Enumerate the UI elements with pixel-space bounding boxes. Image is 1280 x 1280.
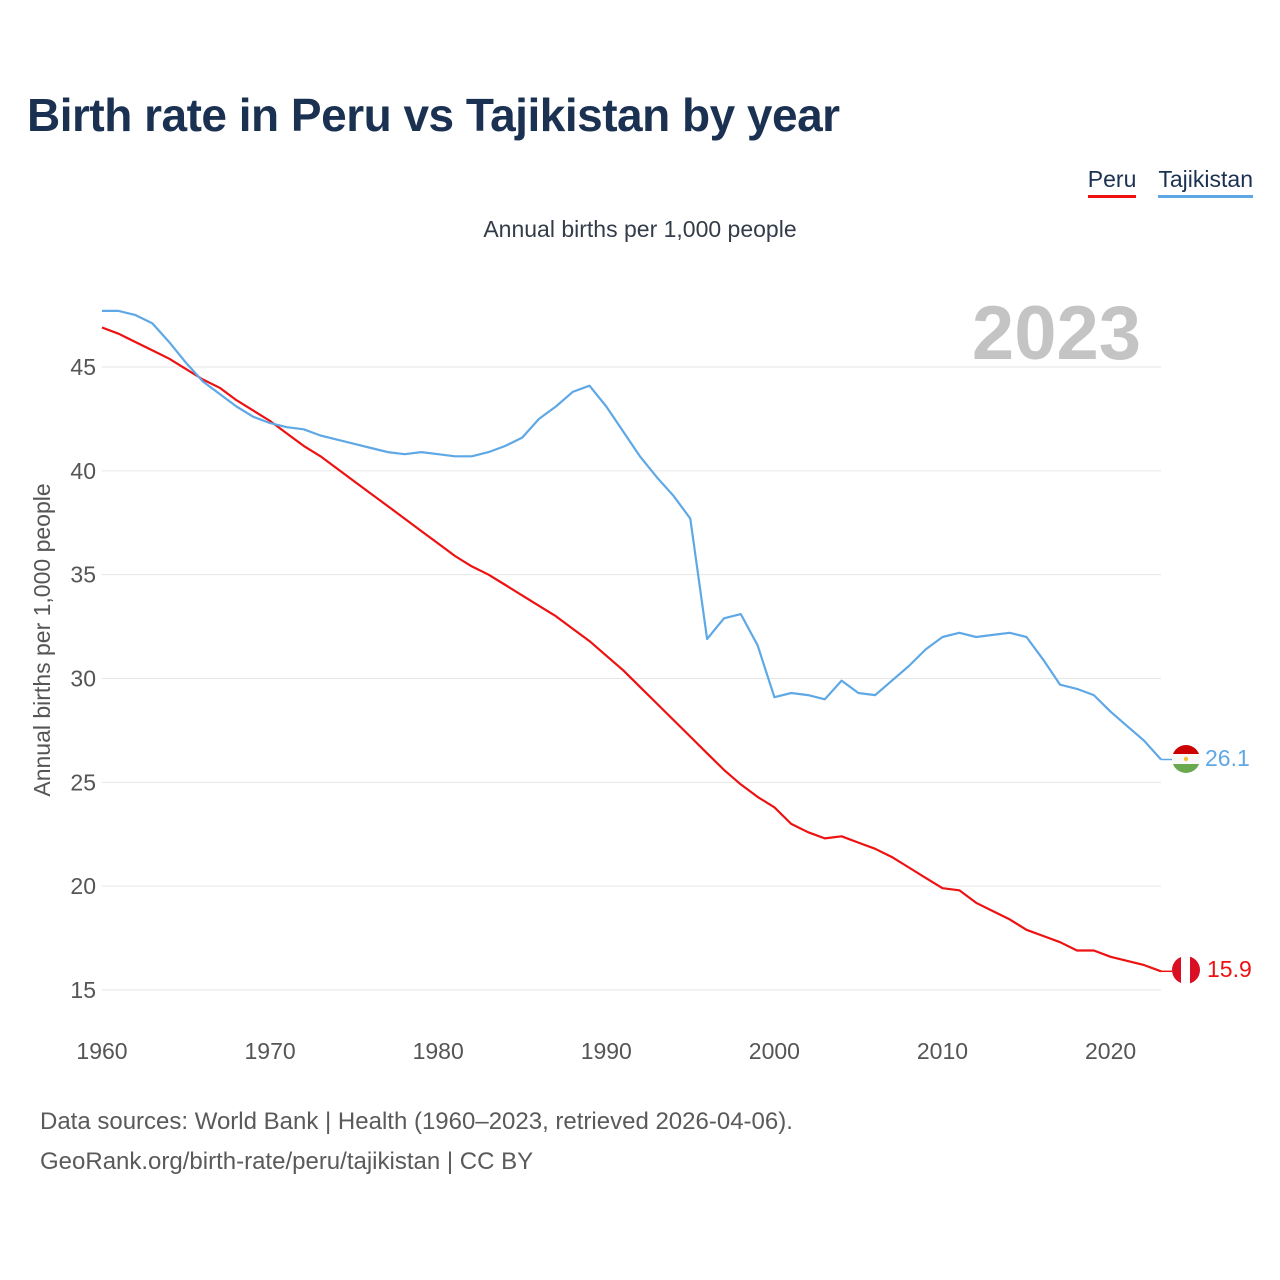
y-tick-label: 35 [70,562,96,588]
legend: Peru Tajikistan [1087,166,1253,198]
data-sources: Data sources: World Bank | Health (1960–… [40,1108,793,1135]
series-line-tajikistan[interactable] [102,309,1162,761]
source-link[interactable]: GeoRank.org/birth-rate/peru/tajikistan |… [40,1148,534,1175]
year-watermark: 2023 [972,291,1141,376]
x-tick-label: 1980 [413,1038,464,1064]
y-tick-label: 15 [70,977,96,1003]
x-tick-label: 1990 [581,1038,632,1064]
y-axis: 15 20 25 30 35 40 45 [70,354,96,1003]
y-tick-label: 40 [70,458,96,484]
end-label-tajikistan: 26.1 [1205,745,1250,771]
x-tick-label: 2010 [917,1038,968,1064]
peru-flag-icon [1172,956,1200,984]
legend-item-peru[interactable]: Peru [1087,166,1137,198]
chart-subtitle: Annual births per 1,000 people [483,216,797,242]
x-tick-label: 2020 [1085,1038,1136,1064]
y-tick-label: 20 [70,873,96,899]
y-tick-label: 45 [70,354,96,380]
x-tick-label: 1970 [245,1038,296,1064]
x-tick-label: 2000 [749,1038,800,1064]
end-label-peru: 15.9 [1207,956,1252,982]
x-tick-label: 1960 [76,1038,127,1064]
y-tick-label: 25 [70,769,96,795]
tajikistan-flag-icon [1172,745,1200,773]
series-lines [101,309,1172,973]
chart-title: Birth rate in Peru vs Tajikistan by year [27,89,840,141]
y-tick-label: 30 [70,666,96,692]
x-axis: 1960 1970 1980 1990 2000 2010 2020 [76,1038,1136,1064]
legend-item-tajikistan[interactable]: Tajikistan [1158,166,1253,198]
series-line-peru[interactable] [101,326,1162,973]
y-axis-title: Annual births per 1,000 people [29,483,55,796]
